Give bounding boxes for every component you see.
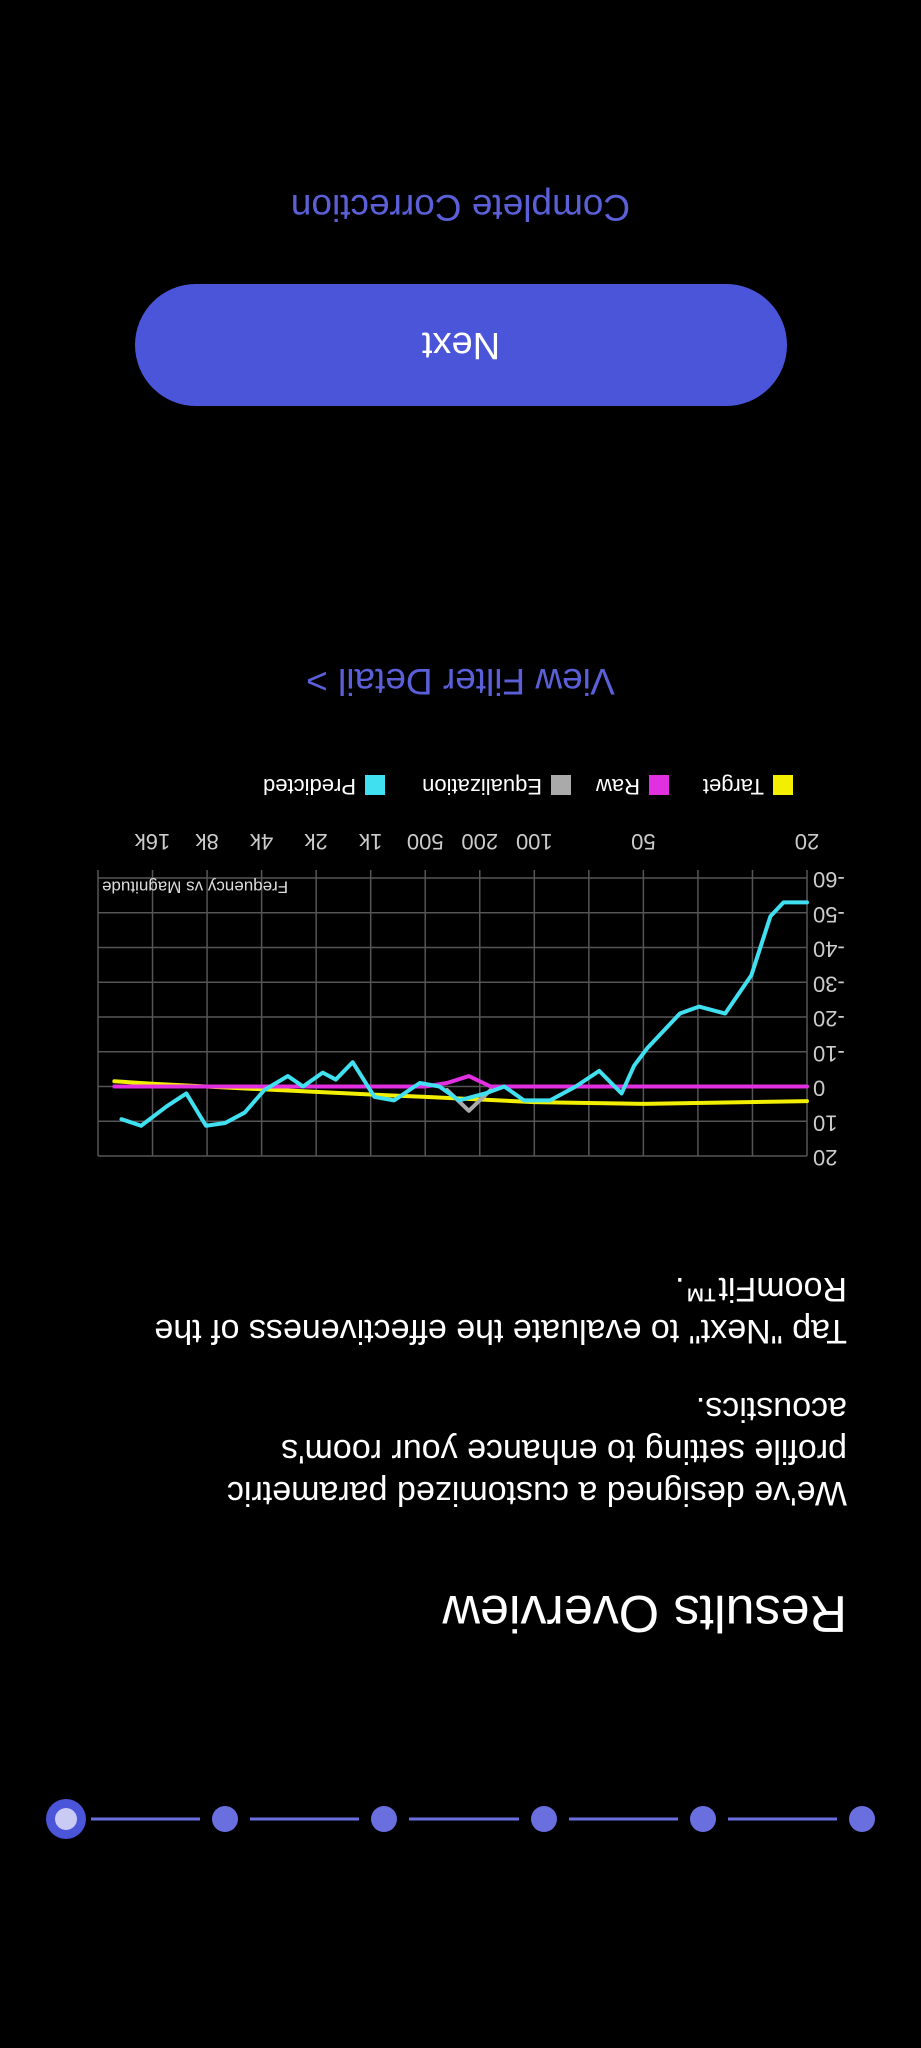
y-tick-label: 10 [813,1110,837,1135]
chart-title: Frequency vs Magnitude [102,878,288,897]
x-tick-label: 100 [516,829,553,854]
chart: 20100-10-20-30-40-50-6020501002005001k2k… [97,774,845,1170]
step-dots [212,1806,875,1832]
legend-label: Raw [596,774,640,799]
x-tick-label: 16k [134,829,170,854]
x-tick-label: 8k [194,829,218,854]
legend-swatch [365,775,385,795]
instruction: Tap "Next" to evaluate the effectiveness… [154,1270,847,1350]
complete-correction-link[interactable]: Complete Correction [290,187,631,228]
y-tick-label: -60 [813,867,845,892]
legend-swatch [773,775,793,795]
filter-detail-link[interactable]: View Filter Detail > [306,661,615,702]
x-tick-label: 20 [795,829,819,854]
legend-swatch [649,775,669,795]
current-step [55,1808,77,1830]
y-tick-label: -30 [813,971,845,996]
title: Results Overview [442,1584,847,1642]
legend-swatch [551,775,571,795]
next-button[interactable]: Next [135,284,787,406]
x-tick-label: 4k [249,829,273,854]
progress-steps [46,1799,875,1839]
legend-label: Predicted [263,774,356,799]
x-tick-label: 500 [407,829,444,854]
description: We've designed a customized parametric p… [226,1390,847,1512]
x-tick-label: 2k [304,829,328,854]
y-tick-label: 0 [813,1076,825,1101]
series-line [112,1074,809,1089]
y-tick-label: -40 [813,937,845,962]
y-tick-label: -50 [813,902,845,927]
y-tick-label: -20 [813,1006,845,1031]
legend-label: Target [703,774,764,799]
x-tick-label: 1k [358,829,382,854]
series-line [119,900,809,1128]
x-tick-label: 50 [631,829,655,854]
y-tick-label: -10 [813,1041,845,1066]
legend-label: Equalization [422,774,542,799]
y-tick-label: 20 [813,1145,837,1170]
x-tick-label: 200 [461,829,498,854]
